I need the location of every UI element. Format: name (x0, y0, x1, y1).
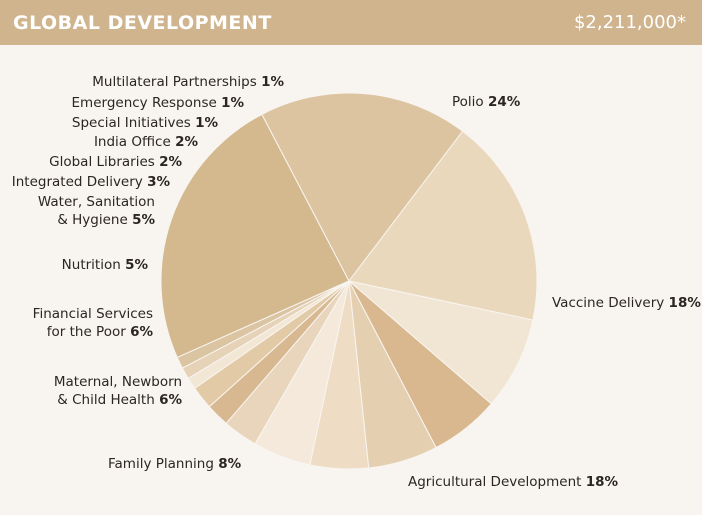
slice-label-vaccine-delivery: Vaccine Delivery 18% (552, 295, 701, 311)
slice-label-text: Polio 24% (452, 94, 521, 110)
total-amount: $2,211,000* (573, 12, 686, 33)
pie-slice-multilateral-partnerships (176, 280, 350, 369)
slice-label-text: Family Planning 8% (108, 456, 242, 472)
slice-label-text: for the Poor 6% (47, 324, 154, 340)
slice-labels: Polio 24% Vaccine Delivery 18% Agricultura… (12, 74, 702, 490)
slice-label-multilateral-partnerships: Multilateral Partnerships 1% (92, 74, 284, 90)
slice-label-text: Water, Sanitation (38, 194, 155, 210)
slice-label-integrated-delivery: Integrated Delivery 3% (12, 174, 171, 190)
slice-label-water-sanitation-hygiene: Water, Sanitation & Hygiene 5% (38, 194, 156, 228)
slice-label-text: Integrated Delivery 3% (12, 174, 171, 190)
slice-value: 5% (125, 257, 148, 273)
slice-value: 5% (132, 212, 155, 228)
slice-label-india-office: India Office 2% (94, 134, 199, 150)
slice-value: 18% (669, 295, 702, 311)
pie-slices (160, 92, 538, 470)
slice-value: 1% (261, 74, 284, 90)
slice-label-family-planning: Family Planning 8% (108, 456, 242, 472)
chart-title: GLOBAL DEVELOPMENT (13, 11, 272, 34)
slice-value: 6% (159, 392, 182, 408)
slice-value: 2% (159, 154, 182, 170)
pie-slice-family-planning (348, 280, 534, 405)
slice-value: 6% (130, 324, 153, 340)
slice-label-special-initiatives: Special Initiatives 1% (72, 115, 219, 131)
slice-label-text: & Child Health 6% (57, 392, 182, 408)
slice-label-nutrition: Nutrition 5% (62, 257, 149, 273)
slice-label-text: Nutrition 5% (62, 257, 149, 273)
slice-label-text: India Office 2% (94, 134, 199, 150)
slice-label-agricultural-development: Agricultural Development 18% (408, 474, 619, 490)
slice-value: 3% (147, 174, 170, 190)
slice-label-text: Financial Services (33, 306, 153, 322)
slice-value: 24% (488, 94, 521, 110)
slice-label-text: Special Initiatives 1% (72, 115, 219, 131)
slice-label-polio: Polio 24% (452, 94, 521, 110)
slice-label-text: Maternal, Newborn (54, 374, 182, 390)
chart-header: GLOBAL DEVELOPMENT $2,211,000* (0, 0, 702, 45)
slice-label-text: & Hygiene 5% (57, 212, 155, 228)
pie-slice-agricultural-development (348, 130, 538, 321)
slice-label-text: Global Libraries 2% (49, 154, 182, 170)
slice-label-maternal-newborn-child-health: Maternal, Newborn & Child Health 6% (54, 374, 183, 408)
slice-label-text: Agricultural Development 18% (408, 474, 619, 490)
pie-slice-vaccine-delivery (261, 92, 464, 282)
slice-value: 1% (195, 115, 218, 131)
slice-value: 8% (218, 456, 241, 472)
slice-value: 18% (586, 474, 619, 490)
slice-label-text: Emergency Response 1% (72, 95, 245, 111)
slice-label-text: Multilateral Partnerships 1% (92, 74, 284, 90)
slice-value: 2% (175, 134, 198, 150)
slice-label-emergency-response: Emergency Response 1% (72, 95, 245, 111)
pie-slice-polio (160, 113, 350, 359)
slice-value: 1% (221, 95, 244, 111)
slice-label-text: Vaccine Delivery 18% (552, 295, 701, 311)
slice-label-global-libraries: Global Libraries 2% (49, 154, 182, 170)
slice-label-financial-services-for-the-poor: Financial Services for the Poor 6% (33, 306, 154, 340)
